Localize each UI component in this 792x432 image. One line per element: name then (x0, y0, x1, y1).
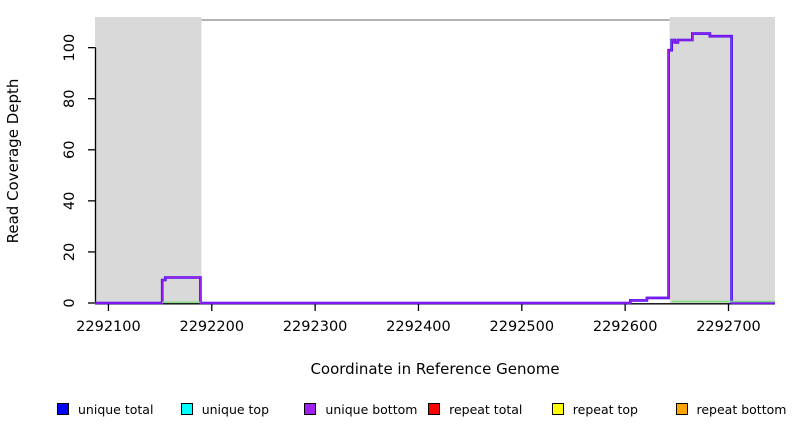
legend-item-repeat-top: repeat top (551, 398, 638, 420)
legend-label: unique bottom (325, 401, 418, 417)
x-tick-label: 2292500 (490, 319, 555, 335)
legend-item-unique-bottom: unique bottom (304, 398, 417, 420)
x-tick-label: 2292100 (76, 319, 141, 335)
highlight-region (669, 17, 775, 303)
x-tick-label: 2292700 (696, 319, 761, 335)
x-tick-label: 2292400 (386, 319, 451, 335)
x-tick-label: 2292600 (593, 319, 658, 335)
legend-swatch-unique-top (180, 403, 193, 415)
legend-item-unique-top: unique top (180, 398, 270, 420)
y-tick-label: 0 (62, 298, 78, 307)
legend-item-unique-total: unique total (57, 398, 153, 420)
x-tick-label: 2292200 (179, 319, 244, 335)
y-tick-label: 100 (62, 34, 78, 62)
legend-swatch-unique-bottom (304, 403, 317, 415)
series-unique-bottom (95, 32, 775, 304)
highlight-region (95, 17, 202, 303)
legend: unique total unique top unique bottom repea… (0, 398, 792, 422)
legend-label: repeat top (572, 401, 638, 417)
y-tick-label: 80 (62, 89, 78, 107)
legend-swatch-repeat-top (551, 403, 564, 415)
y-tick-label: 20 (62, 243, 78, 261)
legend-item-repeat-bottom: repeat bottom (675, 398, 787, 420)
legend-swatch-unique-total (57, 403, 69, 415)
y-tick-label: 60 (62, 141, 78, 159)
legend-swatch-repeat-bottom (675, 403, 688, 415)
x-axis-title: Coordinate in Reference Genome (310, 360, 560, 378)
legend-label: unique top (201, 401, 270, 417)
legend-item-repeat-total: repeat total (428, 398, 522, 420)
legend-swatch-repeat-total (428, 403, 441, 415)
y-tick-label: 40 (62, 192, 78, 210)
x-tick-label: 2292300 (283, 319, 348, 335)
legend-label: unique total (78, 401, 154, 417)
legend-label: repeat bottom (696, 401, 787, 417)
y-axis-title: Read Coverage Depth (4, 78, 22, 244)
legend-label: repeat total (449, 401, 523, 417)
